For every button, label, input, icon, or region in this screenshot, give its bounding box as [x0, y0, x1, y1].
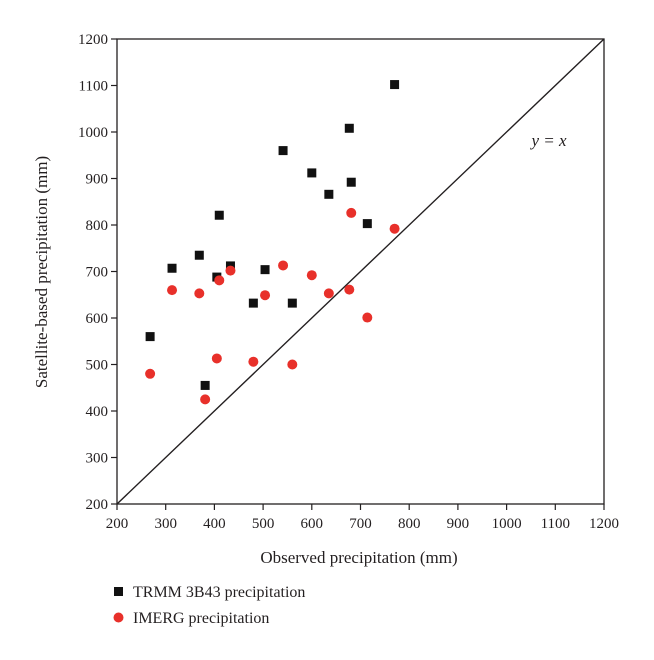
point-trmm [194, 250, 204, 260]
point-trmm [145, 332, 155, 342]
y-tick-label: 1000 [78, 125, 108, 141]
point-trmm [200, 380, 210, 390]
point-trmm [307, 168, 317, 178]
y-tick-label: 1100 [79, 79, 108, 95]
x-tick-label: 600 [301, 516, 324, 532]
point-imerg [194, 288, 205, 299]
point-imerg [145, 368, 156, 379]
point-trmm [248, 298, 258, 308]
identity-line-label: y = x [529, 131, 567, 150]
point-trmm [324, 189, 334, 199]
y-axis-title: Satellite-based precipitation (mm) [32, 156, 51, 388]
point-trmm [390, 80, 400, 90]
x-tick-label: 200 [106, 516, 129, 532]
point-imerg [225, 265, 236, 276]
point-imerg [214, 275, 225, 286]
legend-label-trmm: TRMM 3B43 precipitation [133, 584, 305, 601]
point-trmm [287, 298, 297, 308]
y-tick-label: 800 [86, 218, 109, 234]
point-imerg [260, 290, 271, 301]
legend-marker-imerg [113, 612, 124, 623]
point-imerg [200, 394, 211, 405]
point-imerg [287, 359, 298, 370]
point-trmm [344, 123, 354, 133]
point-trmm [214, 210, 224, 220]
y-tick-label: 500 [86, 358, 109, 374]
point-imerg [211, 353, 222, 364]
x-tick-label: 800 [398, 516, 421, 532]
point-trmm [346, 177, 356, 187]
x-axis-title: Observed precipitation (mm) [260, 548, 457, 567]
point-imerg [389, 223, 400, 234]
point-trmm [362, 219, 372, 229]
point-imerg [323, 288, 334, 299]
axis-ticks [111, 38, 605, 510]
plot-marks [116, 38, 605, 505]
y-tick-label: 1200 [78, 32, 108, 48]
y-tick-label: 700 [86, 265, 109, 281]
x-tick-label: 500 [252, 516, 275, 532]
x-tick-label: 700 [349, 516, 372, 532]
point-imerg [306, 270, 317, 281]
x-tick-label: 300 [154, 516, 177, 532]
point-imerg [344, 284, 355, 295]
axis-tick-labels: 200 300 400 500 600 700 800 900 1000 1100 1200 200 3… [78, 32, 619, 532]
y-tick-label: 400 [86, 404, 109, 420]
y-tick-label: 300 [86, 451, 109, 467]
legend-marker-trmm [114, 587, 123, 596]
y-tick-label: 600 [86, 311, 109, 327]
y-tick-label: 900 [86, 172, 109, 188]
point-trmm [278, 146, 288, 156]
x-tick-label: 1200 [589, 516, 619, 532]
point-imerg [362, 312, 373, 323]
point-imerg [248, 356, 259, 367]
plot-frame [116, 38, 605, 505]
point-imerg [167, 285, 178, 296]
point-trmm [167, 263, 177, 273]
point-imerg [346, 207, 357, 218]
identity-line [116, 38, 605, 505]
x-tick-label: 1000 [492, 516, 522, 532]
legend: TRMM 3B43 precipitation IMERG precipitat… [113, 584, 305, 627]
x-tick-label: 1100 [541, 516, 570, 532]
x-tick-label: 900 [447, 516, 470, 532]
legend-label-imerg: IMERG precipitation [133, 610, 269, 627]
point-trmm [260, 265, 270, 275]
point-imerg [278, 260, 289, 271]
x-tick-label: 400 [203, 516, 226, 532]
y-tick-label: 200 [86, 497, 109, 513]
